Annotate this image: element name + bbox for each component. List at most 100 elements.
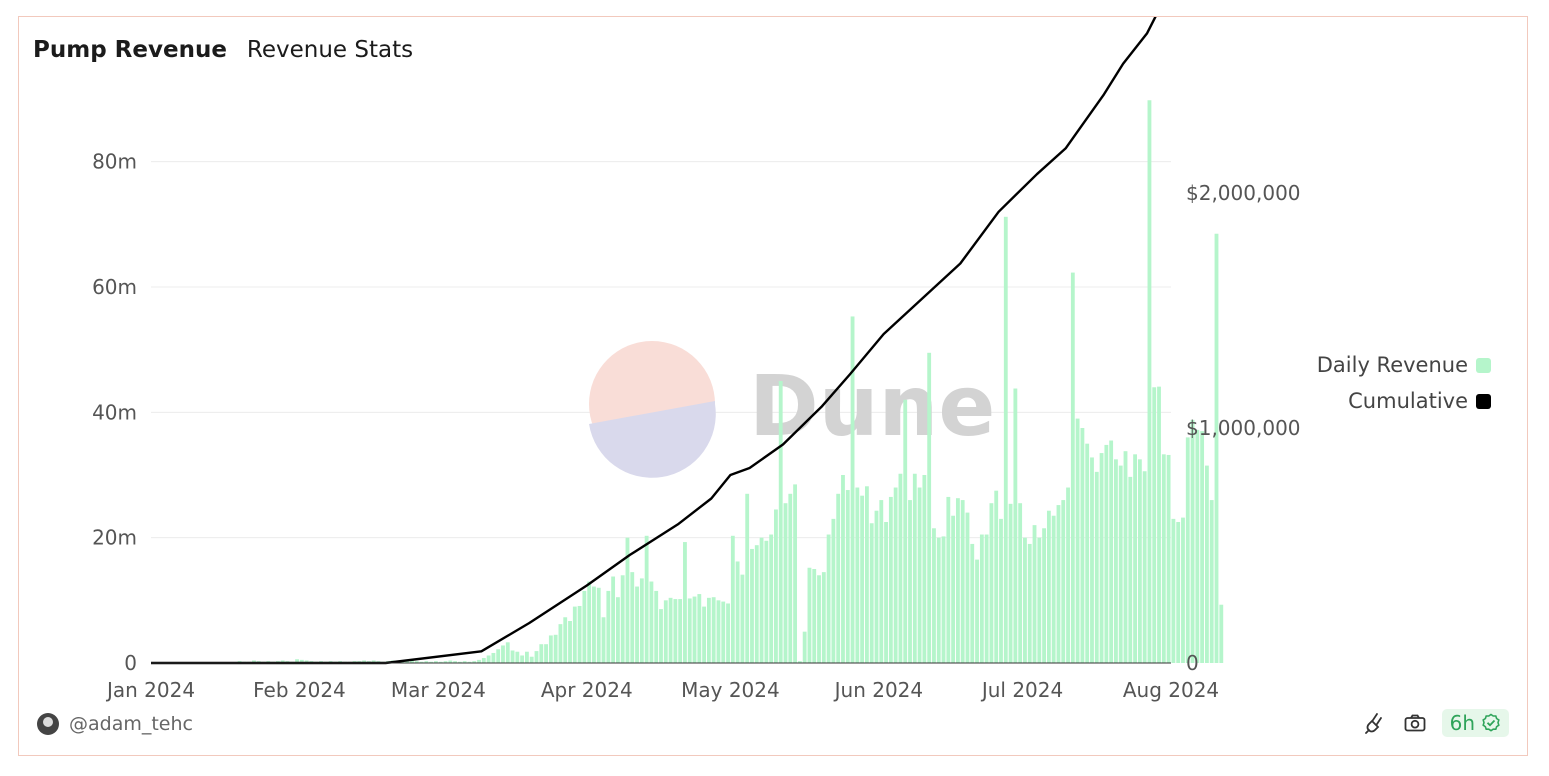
daily-revenue-bar [922, 475, 927, 663]
daily-revenue-bar [989, 503, 994, 663]
y-right-tick-label: $2,000,000 [1186, 181, 1301, 205]
daily-revenue-bar [1190, 419, 1195, 663]
x-tick-label: Apr 2024 [541, 678, 633, 702]
chart-card: Pump Revenue Revenue Stats Dune 0 20m 40m 6… [18, 16, 1528, 756]
daily-revenue-bar [774, 509, 778, 663]
daily-revenue-bar [908, 500, 912, 663]
daily-revenue-bar [486, 655, 491, 663]
chart-subtitle: Revenue Stats [246, 37, 414, 63]
daily-revenue-bar [673, 599, 678, 663]
x-tick-label: Jun 2024 [833, 678, 924, 702]
daily-revenue-bar [893, 487, 898, 663]
daily-revenue-bar [759, 537, 764, 663]
watermark-circle-lower [589, 401, 716, 478]
daily-revenue-bar [539, 644, 544, 663]
camera-icon[interactable] [1402, 710, 1428, 736]
x-tick-label: May 2024 [681, 678, 780, 702]
daily-revenue-bar [1023, 537, 1027, 663]
daily-revenue-bar [1094, 471, 1099, 663]
y-left-tick-label: 0 [124, 651, 137, 675]
daily-revenue-bar [572, 606, 577, 663]
daily-revenue-bar [1185, 437, 1190, 663]
daily-revenue-bar [1003, 216, 1008, 663]
daily-revenue-bar [1142, 471, 1147, 663]
legend-swatch-daily-revenue [1476, 357, 1491, 373]
daily-revenue-bar [1195, 429, 1200, 663]
daily-revenue-bar [917, 487, 922, 663]
daily-revenue-bar [936, 537, 941, 663]
daily-revenue-bar [1147, 100, 1152, 663]
daily-revenue-bar [687, 598, 692, 663]
daily-revenue-bar [879, 500, 884, 663]
daily-revenue-bar [970, 543, 975, 663]
daily-revenue-bar [706, 597, 711, 663]
daily-revenue-bar [999, 518, 1003, 663]
daily-revenue-bar [582, 590, 587, 663]
daily-revenue-bar [639, 578, 644, 663]
daily-revenue-bar [726, 603, 730, 663]
daily-revenue-bar [630, 572, 635, 663]
daily-revenue-bar [869, 523, 874, 663]
daily-revenue-bar [740, 574, 745, 663]
daily-revenue-bar [1051, 515, 1056, 663]
daily-revenue-bar [429, 661, 434, 663]
daily-revenue-bar [802, 631, 807, 663]
daily-revenue-bar [596, 587, 601, 663]
daily-revenue-bar [783, 503, 788, 663]
refresh-badge[interactable]: 6h [1441, 709, 1509, 737]
daily-revenue-bar [812, 569, 817, 663]
daily-revenue-bar [807, 567, 812, 663]
daily-revenue-bar [410, 660, 414, 663]
chart-area: Dune 0 20m 40m 60m 80m 0 $1,000,000 $2,000,000 J… [92, 17, 1301, 702]
daily-revenue-bar [912, 473, 917, 663]
daily-revenue-bar [874, 510, 879, 663]
daily-revenue-bar [788, 493, 793, 663]
daily-revenue-bar [778, 381, 783, 663]
daily-revenue-bar [955, 498, 960, 663]
daily-revenue-bar [448, 660, 453, 663]
daily-revenue-bar [994, 490, 999, 663]
daily-revenue-bar [975, 559, 979, 663]
daily-revenue-bar [946, 496, 951, 663]
y-right-tick-label: 0 [1186, 651, 1199, 675]
daily-revenue-bar [520, 655, 525, 663]
daily-revenue-bar [1118, 465, 1123, 663]
daily-revenue-bar [577, 605, 582, 663]
daily-revenue-bar [1104, 444, 1109, 663]
daily-revenue-bar [400, 661, 405, 663]
daily-revenue-bar [855, 487, 860, 663]
daily-revenue-bar [419, 661, 424, 663]
footer-author[interactable]: @adam_tehc [37, 713, 193, 735]
footer-actions: 6h [1362, 709, 1509, 737]
daily-revenue-bar [496, 649, 501, 663]
daily-revenue-bar [1176, 522, 1181, 663]
daily-revenue-bar [683, 542, 687, 663]
y-left-tick-label: 20m [92, 526, 137, 550]
daily-revenue-bar [898, 473, 903, 663]
plug-icon[interactable] [1362, 710, 1388, 736]
daily-revenue-bar [501, 645, 505, 663]
legend-label-daily-revenue: Daily Revenue [1316, 353, 1468, 377]
legend-item-daily-revenue[interactable]: Daily Revenue [1317, 347, 1491, 383]
daily-revenue-bar [1008, 503, 1013, 663]
axes: 0 20m 40m 60m 80m 0 $1,000,000 $2,000,000 Jan 20… [92, 150, 1300, 702]
daily-revenue-bar [702, 606, 707, 663]
daily-revenue-bar [850, 316, 855, 663]
legend: Daily Revenue Cumulative [1317, 347, 1491, 419]
daily-revenue-bar [927, 352, 932, 663]
daily-revenue-bar [1046, 510, 1051, 663]
daily-revenue-bar [553, 634, 558, 663]
daily-revenue-bar [960, 500, 965, 663]
daily-revenue-bar [817, 575, 821, 663]
daily-revenue-bar [965, 512, 970, 663]
x-tick-label: Aug 2024 [1123, 678, 1219, 702]
daily-revenue-bar [529, 656, 534, 663]
legend-item-cumulative[interactable]: Cumulative [1317, 383, 1491, 419]
daily-revenue-bar [845, 490, 850, 663]
chart-header: Pump Revenue Revenue Stats [33, 37, 413, 63]
daily-revenue-bar [1075, 418, 1080, 663]
daily-revenue-bar [730, 535, 735, 663]
daily-revenue-bar [1152, 387, 1157, 663]
daily-revenue-bar [750, 548, 754, 663]
y-left-tick-label: 80m [92, 150, 137, 174]
